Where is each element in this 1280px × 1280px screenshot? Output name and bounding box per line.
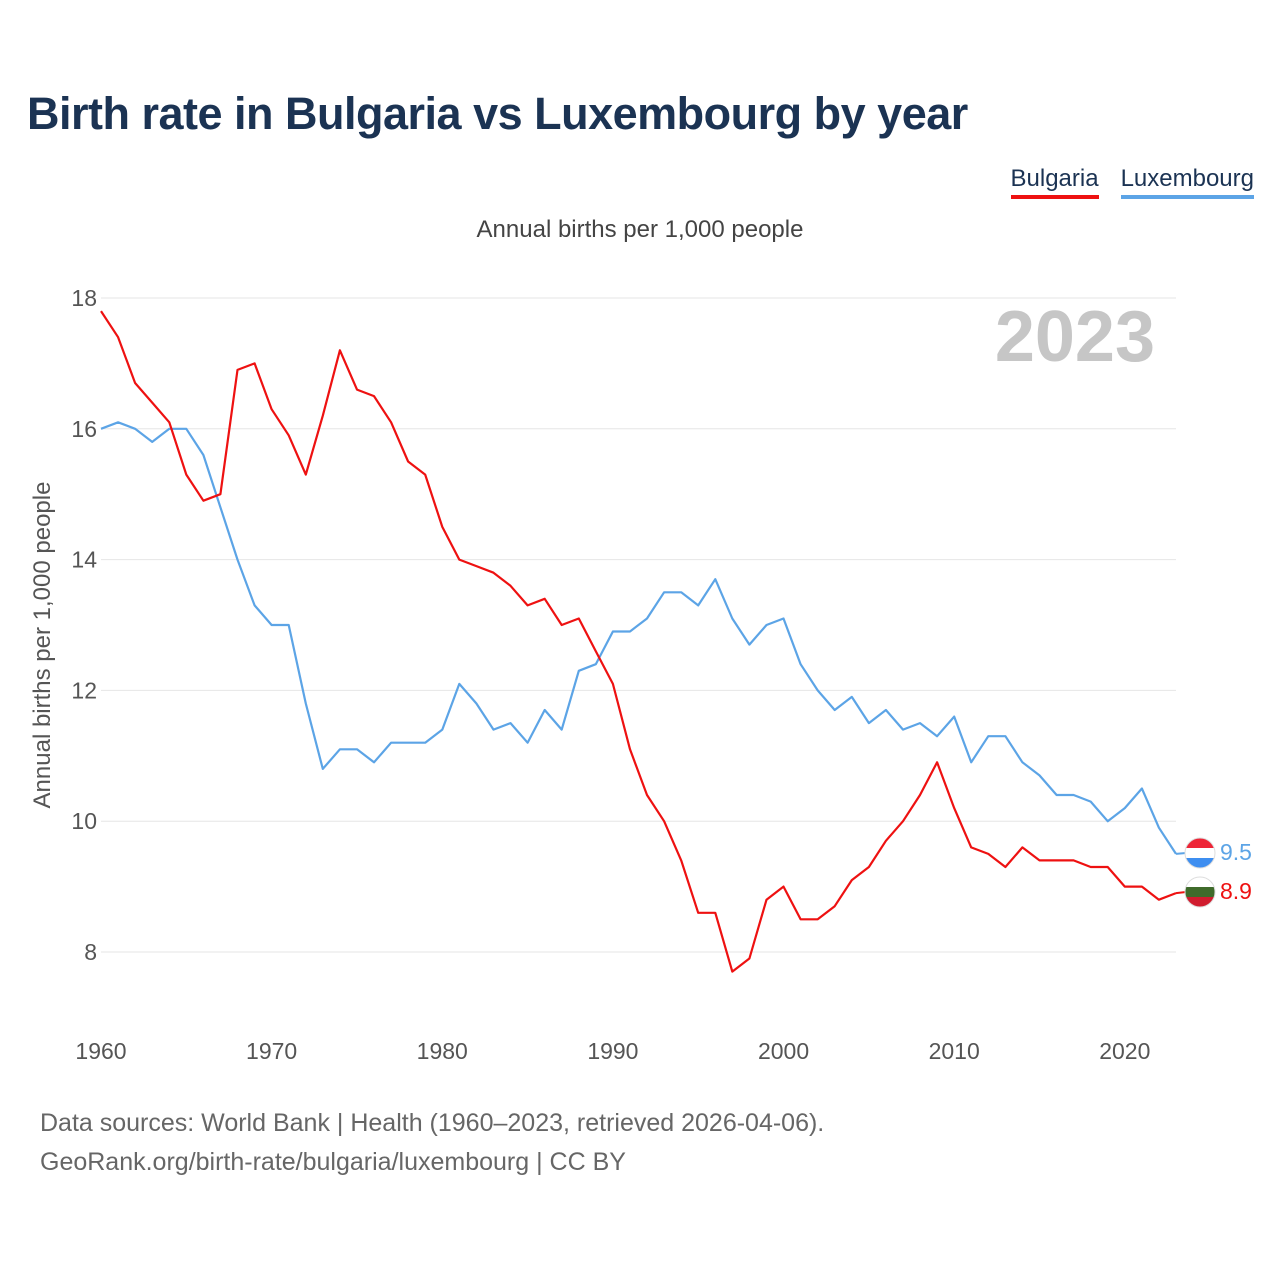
x-tick-label: 2000 <box>758 1038 809 1064</box>
series-lines <box>100 310 1187 973</box>
source-link[interactable]: GeoRank.org/birth-rate/bulgaria/luxembou… <box>40 1148 626 1176</box>
footer-source: Data sources: World Bank | Health (1960–… <box>40 1104 824 1182</box>
series-line-bulgaria[interactable] <box>100 310 1177 973</box>
y-tick-label: 18 <box>71 285 97 311</box>
x-tick-label: 1980 <box>417 1038 468 1064</box>
x-axis-ticks: 1960 1970 1980 1990 2000 2010 2020 <box>75 1038 1150 1064</box>
y-tick-label: 16 <box>71 416 97 442</box>
source-line: Data sources: World Bank | Health (1960–… <box>40 1109 825 1137</box>
x-tick-label: 2020 <box>1099 1038 1150 1064</box>
y-axis-ticks: 8 10 12 14 16 18 <box>71 285 97 965</box>
bulgaria-flag-icon <box>1185 877 1215 907</box>
luxembourg-flag-icon <box>1185 838 1215 868</box>
legend: Bulgaria Luxembourg <box>1010 164 1254 199</box>
legend-item-bulgaria[interactable]: Bulgaria <box>1010 164 1099 199</box>
chart-title: Birth rate in Bulgaria vs Luxembourg by … <box>27 88 968 139</box>
end-connector-luxembourg <box>1175 852 1187 855</box>
end-connector-bulgaria <box>1175 891 1187 895</box>
end-value-label-luxembourg: 9.5 <box>1220 839 1252 865</box>
series-line-luxembourg[interactable] <box>100 421 1177 855</box>
y-tick-label: 14 <box>71 547 97 573</box>
y-tick-label: 8 <box>84 939 97 965</box>
y-axis-title: Annual births per 1,000 people <box>29 482 56 809</box>
year-watermark: 2023 <box>995 297 1155 377</box>
x-tick-label: 1960 <box>75 1038 126 1064</box>
y-tick-label: 10 <box>71 808 97 834</box>
gridlines <box>101 297 1176 953</box>
end-value-label-bulgaria: 8.9 <box>1220 878 1252 904</box>
chart-subtitle: Annual births per 1,000 people <box>476 216 804 243</box>
y-tick-label: 12 <box>71 677 97 703</box>
x-tick-label: 2010 <box>929 1038 980 1064</box>
legend-item-luxembourg[interactable]: Luxembourg <box>1120 164 1254 199</box>
x-tick-label: 1990 <box>587 1038 638 1064</box>
x-tick-label: 1970 <box>246 1038 297 1064</box>
